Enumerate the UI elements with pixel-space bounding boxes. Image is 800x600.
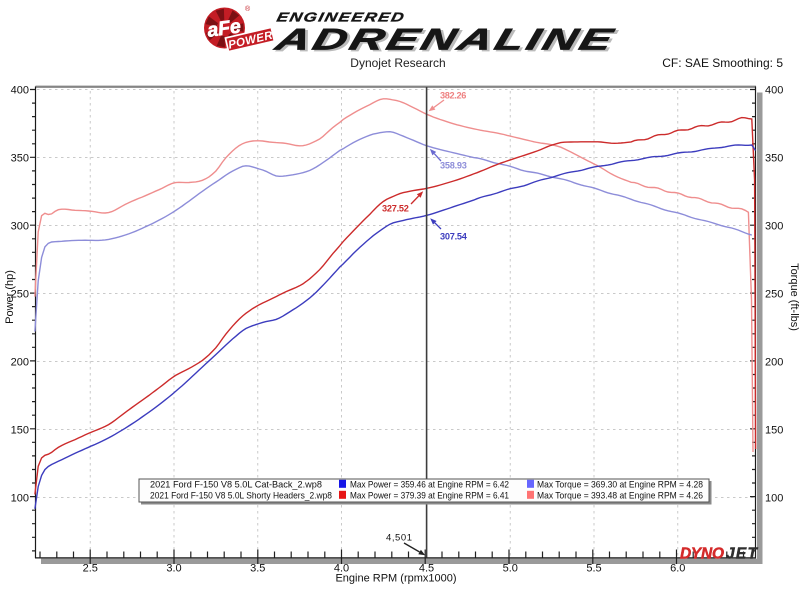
svg-text:Max Torque = 369.30 at Engine: Max Torque = 369.30 at Engine RPM = 4.28 [537,479,703,490]
svg-text:4.5: 4.5 [419,563,434,575]
svg-text:3.0: 3.0 [166,563,181,575]
svg-text:382.26: 382.26 [440,91,467,101]
svg-text:CF: SAE Smoothing: 5: CF: SAE Smoothing: 5 [662,56,783,70]
svg-text:400: 400 [11,85,29,97]
svg-text:ENGINEERED: ENGINEERED [275,10,407,24]
svg-text:Engine RPM (rpmx1000): Engine RPM (rpmx1000) [335,573,456,585]
svg-text:®: ® [245,5,251,13]
svg-text:5.0: 5.0 [503,563,518,575]
svg-text:250: 250 [765,289,783,301]
svg-text:100: 100 [11,493,29,505]
svg-text:2021 Ford F-150 V8 5.0L Shorty: 2021 Ford F-150 V8 5.0L Shorty Headers_2… [150,490,332,501]
svg-text:100: 100 [765,493,783,505]
svg-text:250: 250 [11,289,29,301]
svg-text:5.5: 5.5 [586,563,601,575]
svg-text:358.93: 358.93 [440,161,467,171]
svg-text:Max Power = 359.46 at Engine R: Max Power = 359.46 at Engine RPM = 6.42 [350,479,509,490]
svg-text:4,501: 4,501 [386,533,412,544]
svg-text:300: 300 [765,221,783,233]
svg-text:Torque (ft-lbs): Torque (ft-lbs) [788,263,800,331]
svg-text:Max Torque = 393.48 at Engine: Max Torque = 393.48 at Engine RPM = 4.26 [537,490,703,501]
svg-text:Max Power = 379.39 at Engine R: Max Power = 379.39 at Engine RPM = 6.41 [350,490,509,501]
svg-text:JET: JET [726,546,759,563]
svg-text:4.0: 4.0 [334,563,349,575]
svg-text:Dynojet Research: Dynojet Research [350,56,445,70]
svg-text:aFe: aFe [206,15,242,41]
svg-text:300: 300 [11,221,29,233]
svg-text:327.52: 327.52 [382,204,409,214]
svg-text:6.0: 6.0 [670,563,685,575]
svg-text:2021 Ford F-150 V8 5.0L Cat-Ba: 2021 Ford F-150 V8 5.0L Cat-Back_2.wp8 [150,479,322,490]
svg-text:Power (hp): Power (hp) [4,270,16,324]
svg-text:350: 350 [765,153,783,165]
svg-text:350: 350 [11,153,29,165]
svg-text:3.5: 3.5 [250,563,265,575]
svg-text:200: 200 [765,357,783,369]
svg-text:400: 400 [765,85,783,97]
svg-text:ADRENALINE: ADRENALINE [274,25,622,58]
svg-text:150: 150 [765,425,783,437]
svg-text:ADRENALINE: ADRENALINE [271,23,619,56]
svg-text:307.54: 307.54 [440,232,468,242]
svg-text:2.5: 2.5 [83,563,98,575]
svg-text:200: 200 [11,357,29,369]
svg-text:150: 150 [11,425,29,437]
svg-text:DYNO: DYNO [680,546,724,563]
